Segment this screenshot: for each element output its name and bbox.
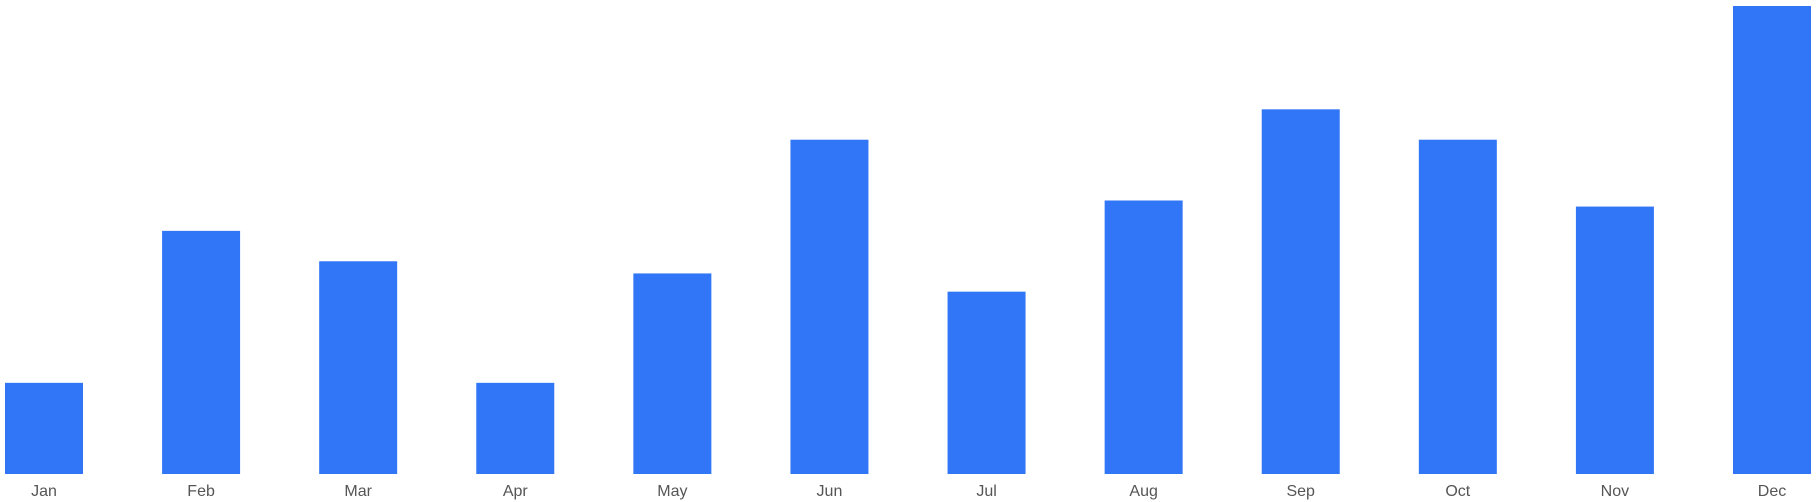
x-tick-label-jun: Jun	[817, 483, 843, 500]
bars-group	[5, 6, 1811, 475]
x-tick-label-apr: Apr	[503, 483, 529, 500]
x-tick-label-sep: Sep	[1286, 483, 1315, 500]
x-tick-label-jan: Jan	[31, 483, 57, 500]
x-tick-label-mar: Mar	[344, 483, 372, 500]
bar-nov	[1575, 206, 1654, 474]
x-tick-label-dec: Dec	[1758, 483, 1786, 500]
x-tick-label-jul: Jul	[976, 483, 996, 500]
bar-dec	[1733, 6, 1811, 474]
bar-sep	[1261, 109, 1340, 474]
bar-mar	[319, 261, 398, 474]
x-tick-label-aug: Aug	[1129, 483, 1157, 500]
x-tick-label-oct: Oct	[1445, 483, 1470, 500]
bar-jun	[790, 139, 869, 474]
bar-apr	[476, 382, 555, 474]
x-tick-label-may: May	[657, 483, 687, 500]
bar-feb	[162, 230, 241, 474]
x-tick-label-nov: Nov	[1601, 483, 1629, 500]
bar-jan	[5, 382, 83, 474]
bar-jul	[947, 291, 1026, 474]
bar-aug	[1104, 200, 1183, 475]
bar-may	[633, 273, 712, 474]
x-tick-labels: Jan Feb Mar Apr May Jun Jul Aug Sep Oct Nov Dec	[31, 483, 1786, 500]
x-tick-label-feb: Feb	[187, 483, 215, 500]
bar-oct	[1418, 139, 1497, 474]
